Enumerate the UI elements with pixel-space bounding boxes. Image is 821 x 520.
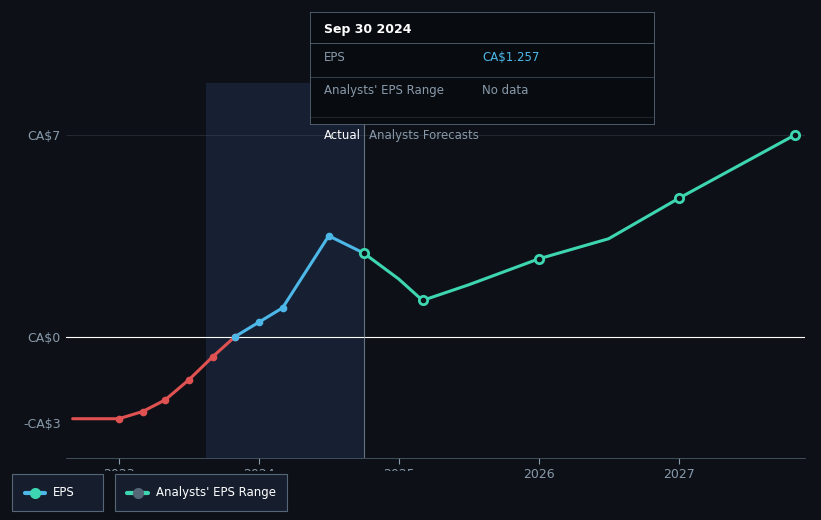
Text: CA$1.257: CA$1.257 — [482, 51, 539, 64]
Text: Actual: Actual — [324, 129, 361, 142]
Text: EPS: EPS — [53, 486, 75, 499]
Text: Analysts Forecasts: Analysts Forecasts — [369, 129, 479, 142]
Bar — [205, 83, 364, 458]
FancyBboxPatch shape — [115, 474, 287, 511]
Text: Analysts' EPS Range: Analysts' EPS Range — [156, 486, 276, 499]
Text: Sep 30 2024: Sep 30 2024 — [324, 23, 411, 36]
Text: Analysts' EPS Range: Analysts' EPS Range — [324, 84, 444, 97]
Text: No data: No data — [482, 84, 528, 97]
Text: EPS: EPS — [324, 51, 346, 64]
FancyBboxPatch shape — [12, 474, 103, 511]
